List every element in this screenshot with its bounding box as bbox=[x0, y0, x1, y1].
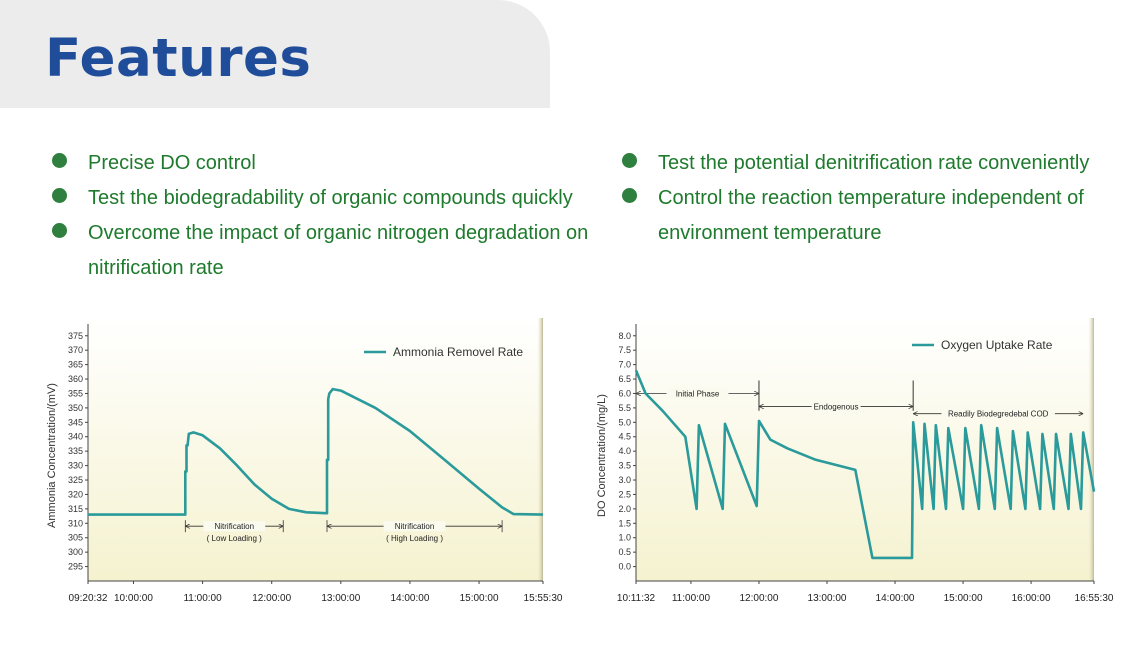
feature-item: Overcome the impact of organic nitrogen … bbox=[52, 216, 622, 286]
feature-list-right: Test the potential denitrification rate … bbox=[622, 146, 1122, 251]
y-tick-label: 325 bbox=[68, 475, 83, 485]
bullet-dot-icon bbox=[52, 223, 67, 238]
y-tick-label: 0.5 bbox=[618, 547, 631, 557]
y-tick-label: 335 bbox=[68, 446, 83, 456]
feature-list-left: Precise DO control Test the biodegradabi… bbox=[52, 146, 622, 286]
do-chart: 8.0 7.5 7.0 6.5 6.0 5.5 5.0 4.5 4.0 3.5 3.0 2.5 2.0 1… bbox=[596, 318, 1114, 604]
y-tick-label: 360 bbox=[68, 374, 83, 384]
x-tick-label: 11:00:00 bbox=[672, 593, 711, 604]
y-tick-label: 7.0 bbox=[618, 360, 631, 370]
annotation-label: Initial Phase bbox=[676, 389, 720, 398]
feature-item: Control the reaction temperature indepen… bbox=[622, 181, 1122, 251]
feature-text: Precise DO control bbox=[88, 152, 256, 174]
y-tick-label: 8.0 bbox=[618, 331, 631, 341]
y-tick-label: 5.5 bbox=[618, 403, 631, 413]
x-tick-label: 15:55:30 bbox=[524, 593, 563, 604]
y-tick-label: 350 bbox=[68, 403, 83, 413]
feature-item: Test the potential denitrification rate … bbox=[622, 146, 1122, 181]
annotation-label-bg bbox=[811, 401, 861, 412]
annotation-label-bg bbox=[941, 408, 1055, 419]
y-axis-title: Ammonia Concentration/(mV) bbox=[46, 383, 58, 528]
plot-edge bbox=[1088, 318, 1094, 581]
y-tick-label: 6.5 bbox=[618, 374, 631, 384]
x-tick-label: 14:00:00 bbox=[390, 593, 429, 604]
legend-label: Oxygen Uptake Rate bbox=[941, 338, 1053, 352]
y-tick-label: 4.5 bbox=[618, 432, 631, 442]
y-tick-label: 0.0 bbox=[618, 562, 631, 572]
ammonia-chart: 375 370 365 360 355 350 345 340 335 330 325 320 315 3… bbox=[46, 318, 563, 604]
y-tick-label: 375 bbox=[68, 331, 83, 341]
page-title: Features bbox=[45, 28, 312, 89]
y-tick-label: 3.0 bbox=[618, 475, 631, 485]
y-tick-label: 3.5 bbox=[618, 461, 631, 471]
plot-area bbox=[636, 318, 1094, 581]
y-tick-label: 1.0 bbox=[618, 533, 631, 543]
annotation-label-bg bbox=[203, 521, 266, 532]
x-tick-label: 09:20:32 bbox=[69, 593, 108, 604]
x-tick-label: 10:00:00 bbox=[114, 593, 153, 604]
y-tick-label: 2.0 bbox=[618, 504, 631, 514]
feature-text: Test the biodegradability of organic com… bbox=[88, 187, 573, 209]
y-tick-label: 310 bbox=[68, 518, 83, 528]
feature-text: Overcome the impact of organic nitrogen … bbox=[88, 222, 589, 279]
y-tick-label: 365 bbox=[68, 360, 83, 370]
y-tick-label: 305 bbox=[68, 533, 83, 543]
x-tick-label: 12:00:00 bbox=[252, 593, 291, 604]
annotation-label: Nitrification bbox=[395, 522, 435, 531]
y-tick-label: 7.5 bbox=[618, 345, 631, 355]
x-tick-label: 15:00:00 bbox=[944, 593, 983, 604]
bullet-dot-icon bbox=[622, 188, 637, 203]
annotation-label: Nitrification bbox=[214, 522, 254, 531]
bullet-dot-icon bbox=[52, 188, 67, 203]
feature-item: Precise DO control bbox=[52, 146, 622, 181]
legend-label: Ammonia Removel Rate bbox=[393, 345, 523, 359]
series-line bbox=[634, 369, 1096, 560]
series-line bbox=[88, 387, 544, 516]
x-tick-label: 15:00:00 bbox=[460, 593, 499, 604]
x-tick-label: 14:00:00 bbox=[876, 593, 915, 604]
y-axis-title: DO Concentration/(mg/L) bbox=[596, 394, 608, 517]
annotation-label: Readily Biodegredebal COD bbox=[948, 410, 1049, 419]
y-tick-label: 6.0 bbox=[618, 388, 631, 398]
y-tick-label: 320 bbox=[68, 489, 83, 499]
x-tick-label: 13:00:00 bbox=[321, 593, 360, 604]
y-tick-label: 300 bbox=[68, 547, 83, 557]
bullet-dot-icon bbox=[52, 153, 67, 168]
y-tick-label: 330 bbox=[68, 461, 83, 471]
annotation-label-bg bbox=[383, 521, 446, 532]
x-tick-label: 11:00:00 bbox=[183, 593, 222, 604]
y-tick-label: 345 bbox=[68, 417, 83, 427]
x-tick-label: 10:11:32 bbox=[617, 593, 656, 604]
y-tick-label: 370 bbox=[68, 345, 83, 355]
annotation-label: Endogenous bbox=[814, 402, 859, 411]
y-tick-label: 340 bbox=[68, 432, 83, 442]
bullet-dot-icon bbox=[622, 153, 637, 168]
y-tick-label: 295 bbox=[68, 562, 83, 572]
annotation-sublabel: ( High Loading ) bbox=[386, 534, 443, 543]
feature-item: Test the biodegradability of organic com… bbox=[52, 181, 622, 216]
feature-text: Control the reaction temperature indepen… bbox=[658, 187, 1084, 244]
y-tick-label: 2.5 bbox=[618, 489, 631, 499]
x-tick-label: 16:00:00 bbox=[1012, 593, 1051, 604]
x-tick-label: 16:55:30 bbox=[1075, 593, 1114, 604]
plot-edge bbox=[537, 318, 543, 581]
header-bar bbox=[0, 0, 550, 108]
y-tick-label: 4.0 bbox=[618, 446, 631, 456]
y-tick-label: 355 bbox=[68, 388, 83, 398]
y-tick-label: 315 bbox=[68, 504, 83, 514]
feature-text: Test the potential denitrification rate … bbox=[658, 152, 1090, 174]
y-tick-label: 1.5 bbox=[618, 518, 631, 528]
x-tick-label: 13:00:00 bbox=[808, 593, 847, 604]
annotation-sublabel: ( Low Loading ) bbox=[207, 534, 262, 543]
x-tick-label: 12:00:00 bbox=[740, 593, 779, 604]
y-tick-label: 5.0 bbox=[618, 417, 631, 427]
annotation-label-bg bbox=[666, 388, 729, 399]
plot-area bbox=[88, 318, 543, 581]
